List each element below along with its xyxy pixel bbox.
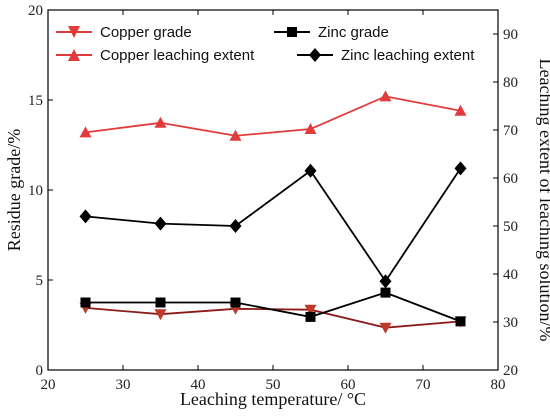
y-right-tick-label: 80 <box>503 75 518 91</box>
legend: Copper grade Zinc grade Copper leaching … <box>56 24 475 64</box>
y-left-tick-label: 0 <box>36 363 44 379</box>
legend-label-zinc-leaching-extent: Zinc leaching extent <box>341 47 475 64</box>
x-tick-label: 50 <box>266 377 281 393</box>
data-point-zinc-leaching-extent <box>454 161 467 176</box>
legend-item-zinc-grade: Zinc grade <box>274 24 389 41</box>
data-point-zinc-grade <box>305 311 316 322</box>
x-axis-title: Leaching temperature/ °C <box>180 389 366 409</box>
legend-marker-triangle-up <box>68 49 80 61</box>
y-right-tick-label: 70 <box>503 123 518 139</box>
y-right-axis-ticks: 20 30 40 50 60 70 80 90 <box>493 27 518 379</box>
data-point-zinc-grade <box>230 297 241 308</box>
legend-marker-diamond <box>309 48 321 62</box>
x-tick-label: 70 <box>416 377 431 393</box>
y-right-tick-label: 40 <box>503 267 518 283</box>
data-point-zinc-leaching-extent <box>229 219 242 233</box>
data-point-zinc-grade <box>380 287 391 298</box>
legend-item-copper-grade: Copper grade <box>56 24 192 41</box>
data-point-zinc-grade <box>80 297 91 308</box>
series-zinc-grade <box>80 287 466 327</box>
legend-item-copper-leaching-extent: Copper leaching extent <box>56 47 255 64</box>
y-right-tick-label: 60 <box>503 171 518 187</box>
legend-marker-triangle-down <box>68 26 80 38</box>
series-line-copper-leaching-extent <box>85 95 461 137</box>
data-point-copper-grade <box>154 309 167 321</box>
plot-frame <box>47 9 499 371</box>
y-right-axis-title: Leaching extent of leaching solution/% <box>536 59 550 342</box>
series-zinc-leaching-extent <box>79 161 467 289</box>
legend-marker-square <box>287 27 297 37</box>
data-point-copper-leaching-extent <box>379 90 392 102</box>
data-point-copper-grade <box>304 304 317 316</box>
y-right-tick-label: 30 <box>503 315 518 331</box>
data-point-copper-leaching-extent <box>454 104 467 116</box>
data-point-zinc-grade <box>455 316 466 327</box>
series-layer <box>79 90 467 334</box>
y-right-tick-label: 90 <box>503 27 518 43</box>
legend-label-copper-grade: Copper grade <box>100 24 192 41</box>
data-point-zinc-leaching-extent <box>154 216 167 231</box>
y-right-tick-label: 20 <box>503 363 518 379</box>
series-line-zinc-leaching-extent <box>85 167 462 283</box>
x-tick-label: 40 <box>191 377 206 393</box>
y-left-tick-label: 5 <box>36 273 44 289</box>
data-point-zinc-leaching-extent <box>304 163 317 178</box>
plot-area <box>47 9 499 371</box>
x-axis-ticks: 20 30 40 50 60 70 80 <box>41 10 506 393</box>
x-tick-label: 60 <box>341 377 356 393</box>
y-left-tick-label: 15 <box>28 93 43 109</box>
data-point-zinc-grade <box>155 297 166 308</box>
data-point-copper-leaching-extent <box>79 126 92 138</box>
y-left-tick-label: 10 <box>28 183 43 199</box>
data-point-copper-grade <box>379 322 392 334</box>
legend-label-zinc-grade: Zinc grade <box>318 24 389 41</box>
legend-label-copper-leaching-extent: Copper leaching extent <box>100 47 255 64</box>
series-copper-leaching-extent <box>79 90 467 141</box>
y-left-tick-label: 20 <box>28 3 43 19</box>
data-point-copper-leaching-extent <box>154 116 167 128</box>
data-point-zinc-leaching-extent <box>379 274 392 289</box>
x-tick-label: 20 <box>41 377 56 393</box>
data-point-zinc-leaching-extent <box>79 209 92 224</box>
data-point-copper-leaching-extent <box>304 123 317 135</box>
data-point-copper-leaching-extent <box>229 129 242 141</box>
legend-item-zinc-leaching-extent: Zinc leaching extent <box>297 47 475 64</box>
y-right-tick-label: 50 <box>503 219 518 235</box>
y-left-axis-ticks: 0 5 10 15 20 <box>28 3 53 379</box>
y-left-axis-title: Residue grade/% <box>4 129 24 251</box>
x-tick-label: 80 <box>491 377 506 393</box>
series-line-zinc-grade <box>85 291 461 323</box>
x-tick-label: 30 <box>116 377 131 393</box>
